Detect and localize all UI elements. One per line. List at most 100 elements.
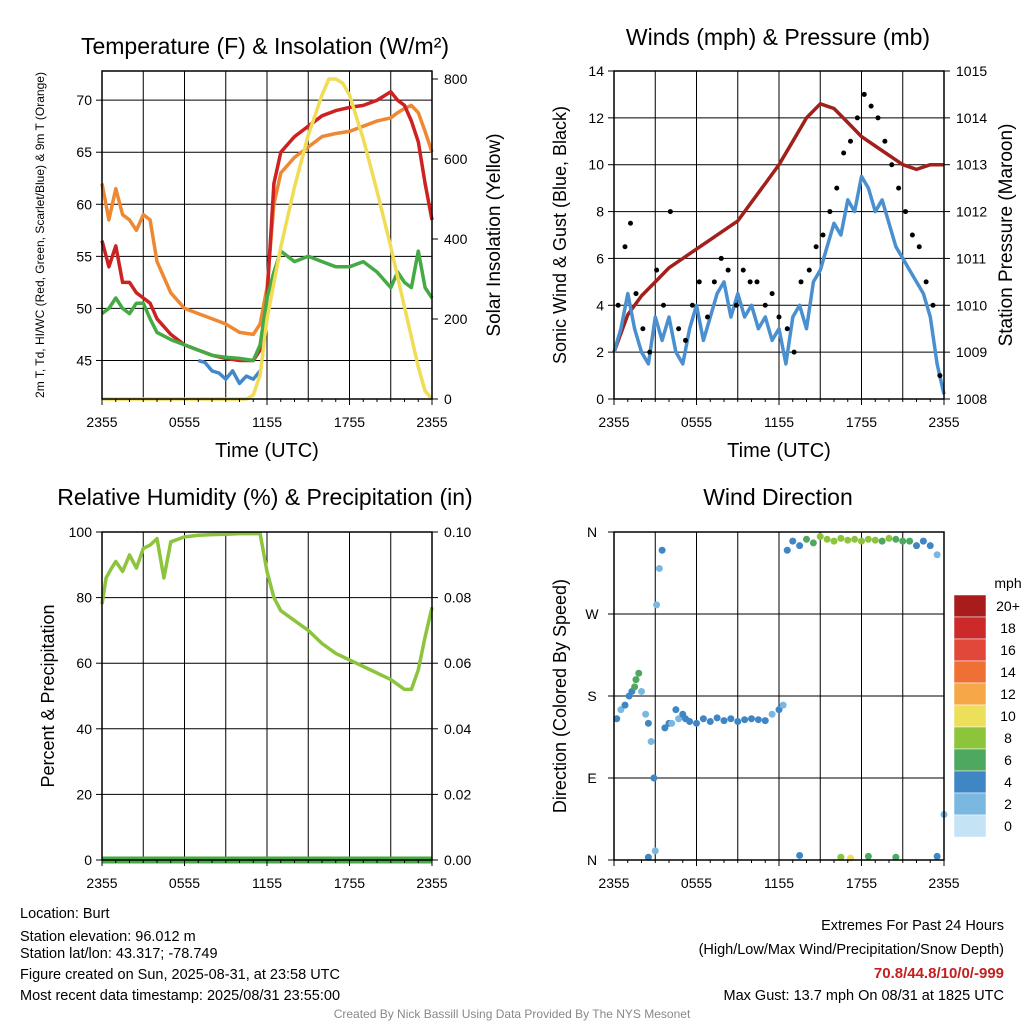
gust-point (762, 302, 768, 308)
direction-point (871, 536, 879, 544)
y-tick-label: S (587, 688, 596, 704)
x-tick-label: 0555 (681, 875, 712, 891)
direction-point (653, 601, 661, 609)
direction-point (720, 717, 728, 725)
direction-point (748, 715, 755, 723)
colorbar-label: 10 (1000, 708, 1016, 724)
y-tick-label: 60 (76, 196, 92, 212)
x-axis-label: Time (UTC) (215, 440, 319, 462)
x-tick-label: 2355 (598, 875, 629, 891)
y2-tick-label: 200 (444, 311, 468, 327)
direction-point (933, 551, 941, 559)
gust-point (725, 267, 731, 273)
extremes-values: 70.8/44.8/10/0/-999 (873, 965, 1004, 982)
x-tick-label: 2355 (86, 875, 117, 891)
x-tick-label: 1155 (764, 414, 794, 430)
colorbar-label: 0 (1004, 818, 1012, 834)
colorbar-swatch (953, 792, 987, 816)
gust-point (784, 326, 790, 332)
y2-tick-label: 0.00 (444, 852, 471, 868)
direction-point (768, 710, 776, 718)
colorbar-swatch (953, 770, 987, 794)
gust-point (718, 255, 724, 261)
elevation-text: Station elevation: 96.012 m (20, 929, 196, 945)
direction-point (926, 542, 934, 550)
gust-point (916, 244, 922, 250)
direction-point (706, 718, 714, 726)
colorbar-unit: mph (994, 575, 1021, 591)
y-tick-label: N (587, 524, 597, 540)
direction-point (741, 716, 749, 724)
direction-point (754, 716, 762, 724)
gust-point (683, 337, 688, 343)
series-line-3 (100, 249, 434, 363)
y-tick-label: 100 (69, 524, 93, 540)
gust-point (848, 138, 853, 144)
gust-point (667, 209, 673, 215)
gust-point (689, 302, 695, 308)
colorbar-swatch (953, 814, 987, 838)
gust-point (628, 220, 633, 226)
y-tick-label: 4 (596, 297, 604, 313)
direction-point (878, 537, 886, 545)
location-text: Location: Burt (20, 906, 110, 922)
direction-point (621, 701, 629, 709)
y2-tick-label: 800 (444, 71, 468, 87)
chart-title: Winds (mph) & Pressure (mb) (626, 24, 930, 50)
colorbar-label: 2 (1004, 796, 1012, 812)
colorbar-label: 20+ (996, 598, 1020, 614)
y-tick-label: 8 (596, 204, 604, 220)
colorbar-label: 6 (1004, 752, 1012, 768)
direction-point (651, 847, 659, 855)
y-tick-label: 65 (76, 144, 92, 160)
y-tick-label: 50 (76, 300, 92, 316)
y-tick-label: 45 (76, 352, 92, 368)
x-tick-label: 1755 (846, 414, 877, 430)
direction-point (668, 719, 676, 727)
direction-point (655, 564, 663, 572)
x-tick-label: 2355 (928, 875, 959, 891)
x-tick-label: 2355 (416, 875, 447, 891)
y2-tick-label: 1010 (956, 297, 987, 313)
series-line-1 (612, 102, 944, 353)
y-tick-label: 0 (596, 391, 604, 407)
direction-point (644, 853, 652, 861)
direction-point (779, 701, 787, 709)
colorbar-swatch (953, 594, 987, 618)
gust-point (733, 302, 739, 308)
gust-point (861, 91, 867, 97)
x-tick-label: 1755 (334, 875, 365, 891)
direction-point (823, 535, 831, 543)
colorbar-label: 14 (1000, 664, 1016, 680)
direction-point (899, 537, 907, 545)
direction-point (830, 537, 838, 545)
direction-point (734, 718, 742, 726)
gust-point (834, 185, 840, 191)
gust-point (747, 279, 753, 285)
x-tick-label: 1155 (764, 875, 794, 891)
gust-point (711, 279, 717, 285)
direction-point (699, 715, 707, 723)
direction-point (617, 706, 625, 714)
y-tick-label: 14 (588, 63, 604, 79)
direction-point (913, 542, 920, 550)
gust-point (909, 232, 915, 238)
y2-tick-label: 1013 (956, 157, 987, 173)
direction-point (647, 738, 655, 746)
direction-point (727, 715, 735, 723)
y2-axis-label: Station Pressure (Maroon) (996, 124, 1017, 347)
y-tick-label: 70 (76, 92, 92, 108)
x-tick-label: 0555 (169, 875, 200, 891)
y2-tick-label: 0.10 (444, 524, 471, 540)
gust-point (875, 115, 881, 121)
y2-tick-label: 1011 (956, 250, 986, 266)
gust-point (754, 279, 760, 285)
direction-point (796, 851, 804, 859)
gust-point (882, 138, 888, 144)
colorbar-label: 4 (1004, 774, 1012, 790)
y2-tick-label: 1008 (956, 391, 987, 407)
direction-point (713, 714, 721, 722)
colorbar-swatch (953, 726, 987, 750)
gust-point (640, 326, 646, 332)
y2-tick-label: 0.08 (444, 590, 471, 606)
